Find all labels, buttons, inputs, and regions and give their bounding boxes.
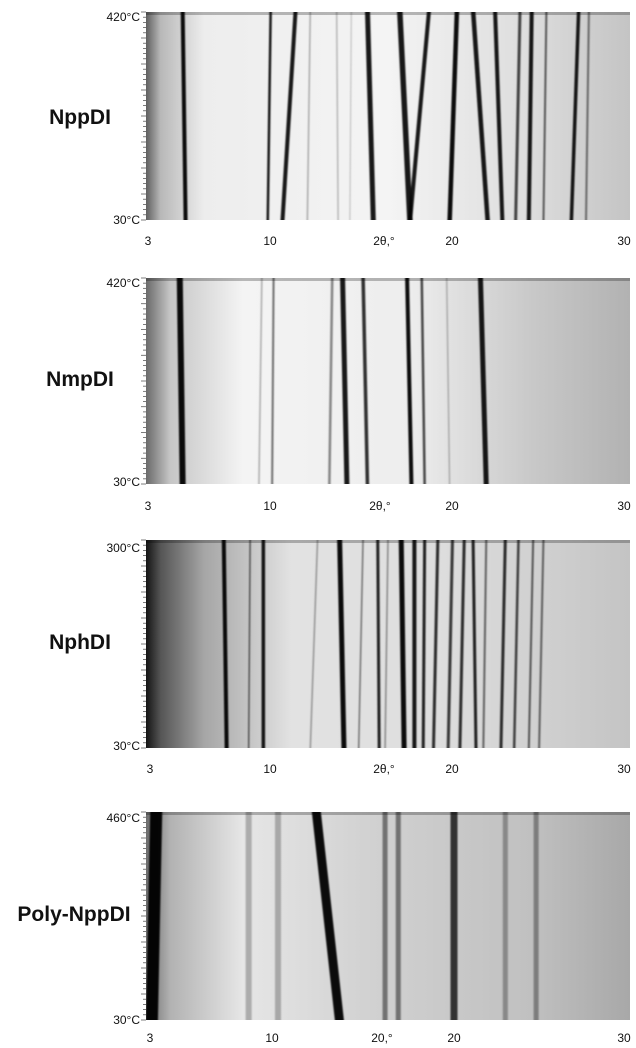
temp-top-label: 460°C [107,811,141,825]
diffraction-line [421,540,427,748]
panel-nppdi: NppDI 420°C 30°C 3 10 2θ,° 20 30 [49,10,631,248]
diffraction-line [337,540,347,748]
diffraction-line [420,278,426,484]
diffraction-line [493,12,505,220]
temp-bottom-label: 30°C [113,475,140,489]
diffraction-line [384,540,389,748]
x-axis-title: 2θ,° [373,762,395,776]
diffraction-lines [146,812,539,1020]
x-tick-label: 3 [145,499,152,513]
diffraction-line [397,12,413,220]
panel-nmpdi: NmpDI 420°C 30°C 3 10 2θ,° 20 30 [46,276,631,513]
diffraction-line [470,12,490,220]
diffraction-line [398,540,407,748]
x-tick-label: 20 [447,1031,461,1045]
diffraction-line [357,540,364,748]
diffraction-line [311,812,344,1020]
diffraction-line [280,12,298,220]
diffraction-line [405,278,414,484]
diffraction-line [538,540,545,748]
diffraction-line [309,540,319,748]
x-tick-label: 10 [263,762,277,776]
x-tick-label: 30 [617,1031,631,1045]
diffraction-line [432,540,440,748]
y-axis-ticks [141,11,146,221]
y-axis-ticks [141,811,146,1021]
diffraction-line [328,278,334,484]
sample-name-label: NmpDI [46,368,114,391]
diffraction-line [477,278,489,484]
x-tick-label: 3 [147,762,154,776]
temp-top-label: 300°C [107,541,141,555]
x-tick-label: 30 [617,499,631,513]
diffraction-line [180,12,188,220]
x-tick-label: 20 [445,234,459,248]
diffraction-line [258,278,263,484]
x-tick-label: 30 [617,234,631,248]
x-axis-title: 20,° [371,1031,393,1045]
top-edge-band [146,12,630,15]
y-axis-ticks [141,277,146,485]
top-edge-band [146,812,630,815]
diffraction-line [482,540,488,748]
diffraction-line [271,278,275,484]
xrd-heatmap-plot [146,12,630,220]
temp-bottom-label: 30°C [113,739,140,753]
panel-nphdi: NphDI 300°C 30°C 3 10 2θ,° 20 30 [49,539,631,776]
top-edge-band [146,540,630,543]
diffraction-line [527,540,535,748]
diffraction-line [512,540,520,748]
sample-name-label: NphDI [49,631,111,654]
temp-bottom-label: 30°C [113,1013,140,1027]
top-edge-band [146,278,630,281]
diffraction-line [408,12,431,220]
diffraction-line [221,540,229,748]
diffraction-line [146,812,163,1020]
sample-name-label: Poly-NppDI [17,903,130,926]
sample-name-label: NppDI [49,106,111,129]
diffraction-line [542,12,548,220]
x-tick-label: 10 [265,1031,279,1045]
x-tick-label: 3 [147,1031,154,1045]
temp-top-label: 420°C [107,10,141,24]
x-tick-label: 30 [617,762,631,776]
diffraction-line [361,278,370,484]
xrd-heatmap-plot [146,812,630,1020]
diffraction-line [585,12,590,220]
x-tick-label: 20 [445,762,459,776]
diffraction-line [365,12,376,220]
diffraction-line [376,540,381,748]
diffraction-lines [176,278,489,484]
diffraction-lines [180,12,590,220]
temp-bottom-label: 30°C [113,213,140,227]
diffraction-line [306,12,311,220]
diffraction-line [569,12,581,220]
temp-top-label: 420°C [107,276,141,290]
diffraction-line [499,540,507,748]
x-tick-label: 10 [263,499,277,513]
diffraction-line [349,12,352,220]
diffraction-line [526,12,534,220]
diffraction-line [266,12,272,220]
diffraction-line [445,278,451,484]
diffraction-line [458,540,466,748]
panel-poly-nppdi: Poly-NppDI 460°C 30°C 3 10 20,° 20 30 [17,811,631,1045]
x-tick-label: 3 [145,234,152,248]
diffraction-line [335,12,339,220]
diffraction-line [247,540,251,748]
diffraction-line [176,278,186,484]
diffraction-line [446,540,454,748]
x-tick-label: 10 [263,234,277,248]
diffraction-line [340,278,350,484]
y-axis-ticks [141,539,146,749]
diffraction-line [514,12,522,220]
diffraction-line [447,12,460,220]
x-tick-label: 20 [445,499,459,513]
diffraction-lines [221,540,545,748]
diffraction-line [471,540,478,748]
x-axis-title: 2θ,° [373,234,395,248]
x-axis-title: 2θ,° [369,499,391,513]
xrd-heatmap-plot [146,278,630,484]
